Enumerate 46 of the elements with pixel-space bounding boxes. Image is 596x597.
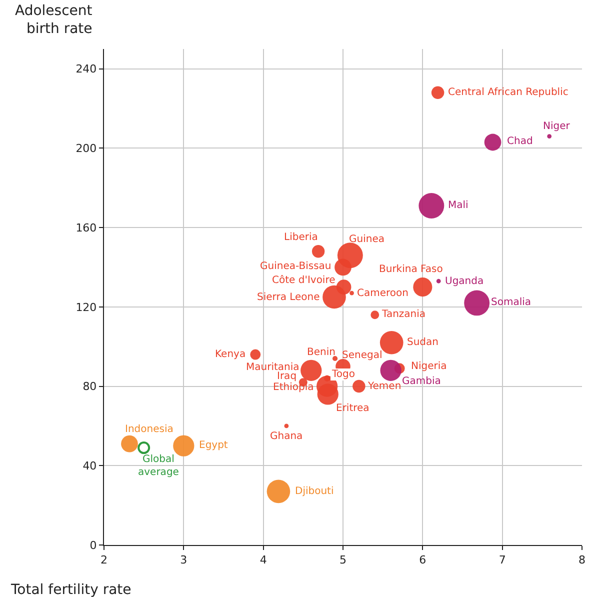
data-label: Indonesia	[125, 424, 174, 435]
data-label: Mauritania	[246, 362, 300, 373]
y-tick-label: 40	[82, 459, 97, 472]
data-label: Iraq	[277, 371, 297, 382]
data-label: Somalia	[491, 297, 532, 308]
y-tick-label: 160	[76, 221, 97, 234]
data-label: Burkina Faso	[379, 264, 443, 275]
data-label: Uganda	[445, 276, 484, 287]
x-tick-label: 6	[419, 553, 426, 566]
data-label: Egypt	[199, 440, 228, 451]
data-label: Niger	[543, 121, 571, 132]
data-label: Global average	[138, 454, 179, 478]
y-tick-label: 200	[76, 142, 97, 156]
data-label: Benin	[307, 347, 336, 358]
data-label: Gambia	[402, 376, 441, 387]
y-tick-label: 240	[76, 62, 97, 76]
data-label: Eritrea	[336, 403, 370, 414]
x-tick-label: 4	[260, 553, 267, 566]
data-label: Tanzania	[381, 309, 426, 320]
data-label: Senegal	[342, 350, 382, 361]
data-label: Yemen	[367, 381, 402, 392]
y-tick-label: 80	[82, 380, 97, 394]
data-label: Guinea-Bissau	[260, 261, 332, 272]
data-label: Djibouti	[295, 486, 334, 497]
y-tick-label: 120	[76, 300, 97, 314]
data-label: Ghana	[270, 431, 303, 442]
x-tick-label: 8	[578, 553, 586, 566]
data-label: Mali	[448, 200, 468, 211]
data-label: Cameroon	[357, 288, 408, 299]
data-label: Nigeria	[411, 361, 447, 372]
data-label: Liberia	[284, 232, 318, 243]
data-label: Sudan	[407, 337, 438, 348]
data-label: Sierra Leone	[257, 292, 320, 303]
y-axis-title: Adolescent birth rate	[15, 3, 93, 38]
data-label: Chad	[507, 136, 533, 147]
data-label: Côte d'Ivoire	[272, 275, 336, 286]
data-label: Togo	[331, 369, 355, 380]
x-axis-title: Total fertility rate	[10, 582, 132, 597]
data-label: Central African Republic	[448, 87, 568, 98]
x-tick-label: 5	[340, 553, 346, 566]
x-tick-label: 3	[180, 553, 188, 566]
x-tick-label: 2	[100, 553, 108, 566]
data-label: Guinea	[349, 234, 384, 245]
x-tick-label: 7	[498, 553, 506, 566]
data-label: Kenya	[215, 349, 246, 360]
y-tick-label: 0	[90, 538, 97, 552]
